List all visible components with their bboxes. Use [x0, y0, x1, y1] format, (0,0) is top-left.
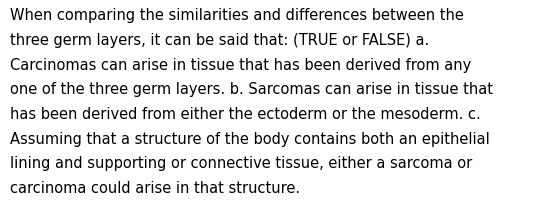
Text: carcinoma could arise in that structure.: carcinoma could arise in that structure. [10, 181, 300, 196]
Text: Assuming that a structure of the body contains both an epithelial: Assuming that a structure of the body co… [10, 132, 490, 147]
Text: Carcinomas can arise in tissue that has been derived from any: Carcinomas can arise in tissue that has … [10, 58, 472, 73]
Text: lining and supporting or connective tissue, either a sarcoma or: lining and supporting or connective tiss… [10, 156, 472, 171]
Text: When comparing the similarities and differences between the: When comparing the similarities and diff… [10, 8, 464, 23]
Text: has been derived from either the ectoderm or the mesoderm. c.: has been derived from either the ectoder… [10, 107, 481, 122]
Text: one of the three germ layers. b. Sarcomas can arise in tissue that: one of the three germ layers. b. Sarcoma… [10, 82, 493, 97]
Text: three germ layers, it can be said that: (TRUE or FALSE) a.: three germ layers, it can be said that: … [10, 33, 429, 48]
